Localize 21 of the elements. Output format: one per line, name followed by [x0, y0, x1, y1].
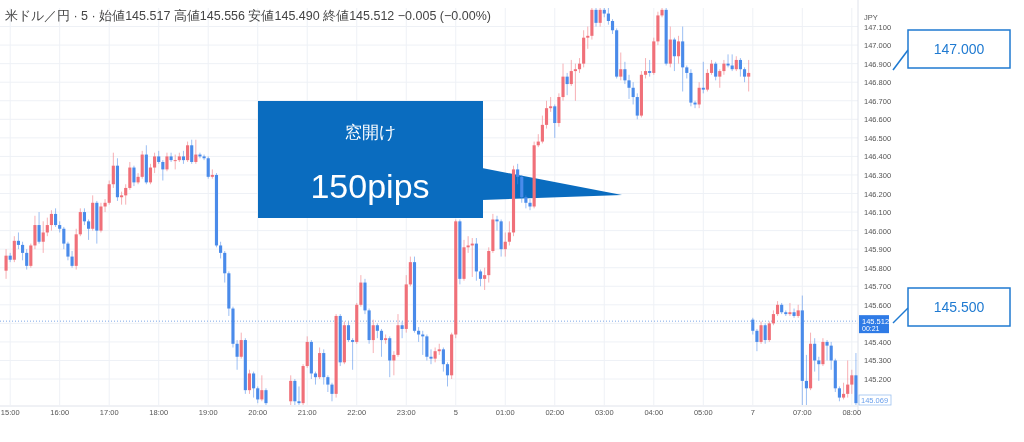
candlestick — [326, 374, 330, 393]
chart-title: 米ドル／円 · 5 · 始値145.517 高値145.556 安値145.490 終値145.512 −0.005 (−0.00%) — [5, 8, 491, 23]
annotation: 窓開け — [344, 123, 396, 142]
candlestick — [788, 302, 792, 317]
candlestick — [722, 59, 726, 76]
candlestick — [400, 321, 404, 339]
text: 147.000 — [933, 41, 985, 57]
candlestick — [466, 235, 470, 254]
candlestick — [103, 198, 107, 213]
candlestick — [792, 308, 796, 319]
candlestick — [429, 348, 433, 365]
candlestick — [524, 194, 528, 209]
candlestick — [433, 346, 437, 363]
candlestick — [70, 250, 74, 269]
candlestick — [495, 215, 499, 232]
candlestick — [202, 154, 206, 161]
candlestick — [528, 198, 532, 211]
annotation: 150pips — [310, 167, 430, 205]
candlestick — [726, 53, 730, 68]
candlestick — [169, 152, 173, 163]
text: 145.500 — [933, 299, 985, 315]
